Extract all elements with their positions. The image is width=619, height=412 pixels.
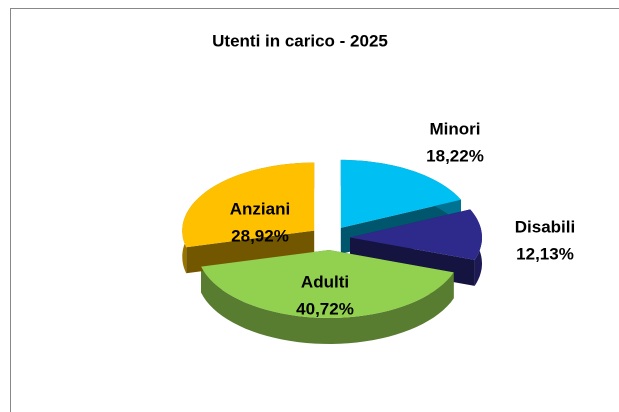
slice-label: Disabili <box>515 217 575 236</box>
value-label: 18,22% <box>426 146 484 165</box>
slice-label: Minori <box>430 119 481 138</box>
chart-title: Utenti in carico - 2025 <box>212 31 388 50</box>
value-label: 12,13% <box>516 244 574 263</box>
slice <box>340 159 461 228</box>
slice <box>350 209 482 260</box>
pie-labels: Minori 18,22% Disabili 12,13% Adulti 40,72% An… <box>230 119 575 318</box>
slice <box>201 250 454 318</box>
chart-border <box>10 8 619 412</box>
slice-wall <box>186 230 315 274</box>
slice <box>182 162 315 248</box>
pie-tops <box>182 159 482 318</box>
slice-side <box>201 266 454 344</box>
slice-label: Anziani <box>230 199 290 218</box>
slice-label: Adulti <box>301 272 349 291</box>
value-label: 28,92% <box>231 226 289 245</box>
value-label: 40,72% <box>296 299 354 318</box>
